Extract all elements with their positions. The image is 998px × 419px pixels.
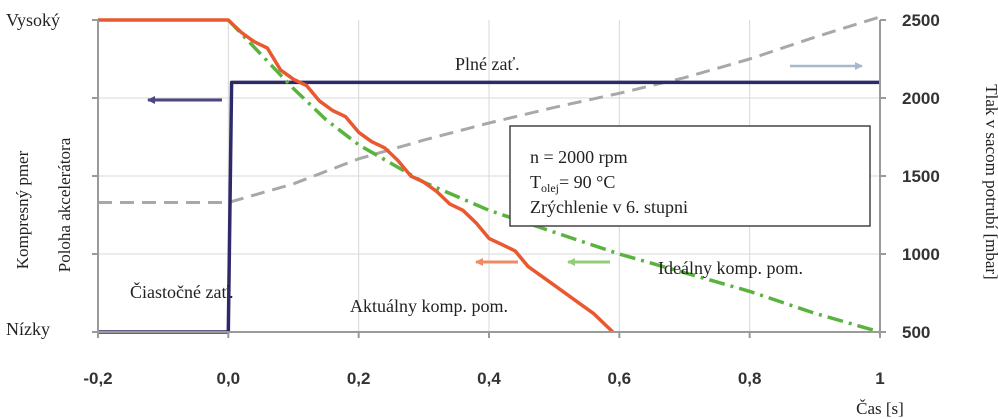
x-tick-label: 0,2: [347, 369, 371, 388]
y-right-tick-label: 1500: [902, 167, 940, 186]
info-line-speed: n = 2000 rpm: [530, 147, 628, 167]
x-tick-label: 0,4: [477, 369, 501, 388]
left-axis-label-inner: Poloha akcelerátora: [55, 137, 74, 272]
x-tick-label: 0,6: [608, 369, 632, 388]
x-axis-label: Čas [s]: [856, 399, 904, 418]
info-line-accel: Zrýchlenie v 6. stupni: [530, 197, 688, 217]
label-ideal: Ideálny komp. pom.: [658, 258, 803, 278]
info-line-temp: Tolej= 90 °C: [530, 172, 615, 195]
right-axis-label: Tlak v sacom potrubí [mbar]: [982, 84, 998, 279]
label-partial-load: Čiastočné zať.: [130, 281, 234, 302]
left-label-bottom: Nízky: [6, 319, 50, 339]
left-axis-label-outer: Kompresný pmer: [13, 150, 32, 269]
ideal-compression-ratio-line: [227, 18, 881, 334]
y-right-tick-label: 2000: [902, 89, 940, 108]
info-temp-value: = 90 °C: [559, 172, 615, 192]
x-tick-label: 0,8: [738, 369, 762, 388]
info-temp-symbol: T: [530, 172, 541, 192]
x-tick-label: -0,2: [83, 369, 112, 388]
manifold-pressure-line: [98, 15, 881, 204]
info-temp-subscript: olej: [541, 181, 559, 195]
y-right-tick-label: 2500: [902, 11, 940, 30]
x-tick-label: 0,0: [217, 369, 241, 388]
left-label-top: Vysoký: [6, 10, 60, 30]
actual-compression-ratio-line: [98, 18, 615, 334]
info-box: n = 2000 rpm Tolej= 90 °C Zrýchlenie v 6…: [509, 125, 871, 227]
label-full-load: Plné zať.: [455, 54, 520, 74]
label-actual: Aktuálny komp. pom.: [350, 296, 508, 316]
x-tick-label: 1: [875, 369, 884, 388]
info-box-frame: [509, 125, 871, 227]
y-right-tick-label: 1000: [902, 245, 940, 264]
y-right-tick-label: 500: [902, 323, 930, 342]
